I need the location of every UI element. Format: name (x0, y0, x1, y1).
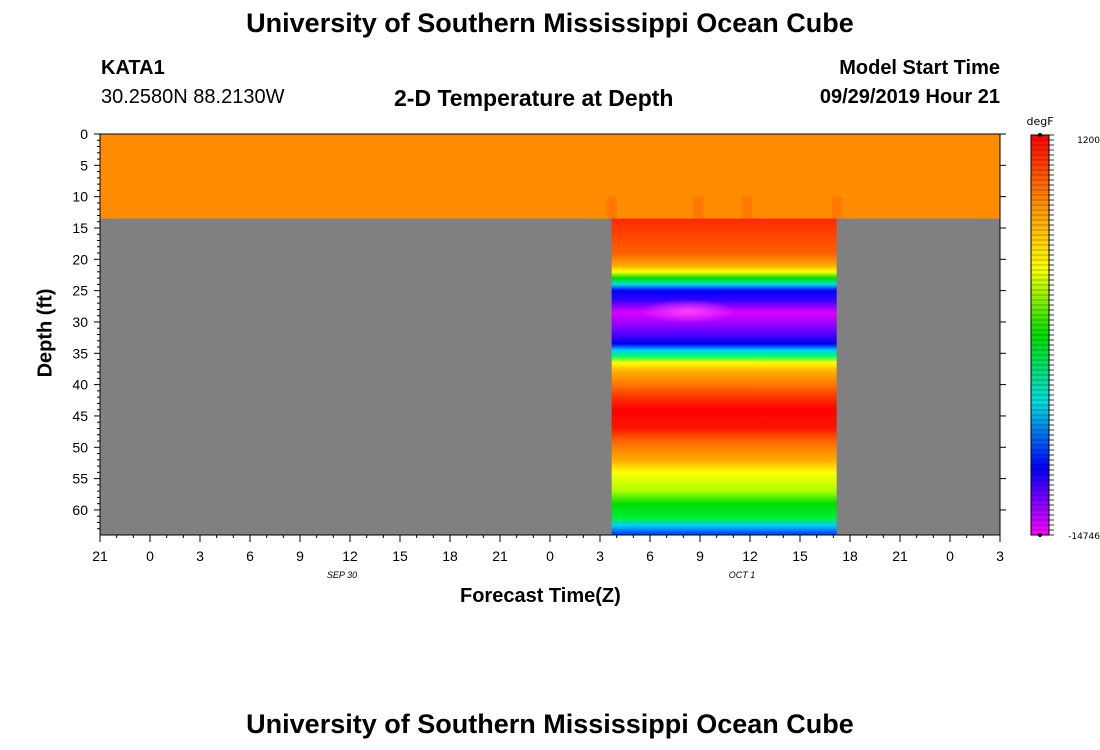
y-tick-label-11: 55 (72, 471, 88, 487)
x-tick-label-18: 3 (996, 548, 1004, 564)
surface-streak-3 (831, 196, 842, 219)
y-tick-label-8: 40 (72, 377, 88, 393)
x-tick-label-10: 3 (596, 548, 604, 564)
x-tick-label-4: 9 (296, 548, 304, 564)
surface-layer (100, 134, 1000, 219)
chart-title: 2-D Temperature at Depth (394, 85, 674, 111)
surface-streak-0 (606, 196, 617, 219)
y-tick-label-2: 10 (72, 189, 88, 205)
page-title-bottom: University of Southern Mississippi Ocean… (246, 709, 854, 739)
date-label-1: OCT 1 (729, 570, 756, 580)
x-tick-label-12: 9 (696, 548, 704, 564)
x-tick-label-3: 6 (246, 548, 254, 564)
colorbar-top-label: 1200 (1077, 136, 1100, 146)
y-axis-label: Depth (ft) (34, 288, 57, 378)
x-tick-label-6: 15 (392, 548, 408, 564)
x-tick-label-8: 21 (492, 548, 508, 564)
y-tick-label-10: 50 (72, 439, 88, 455)
colorbar-bottom-marker (1038, 533, 1042, 537)
x-tick-label-17: 0 (946, 548, 954, 564)
surface-streak-2 (741, 196, 752, 219)
station-coords: 30.2580N 88.2130W (101, 86, 285, 108)
colorbar-unit: degF (1026, 115, 1053, 128)
x-tick-label-14: 15 (792, 548, 808, 564)
surface-streak-1 (693, 196, 704, 219)
x-axis-label: Forecast Time(Z) (460, 585, 621, 607)
model-start-label: Model Start Time (839, 57, 1000, 79)
x-tick-label-1: 0 (146, 548, 154, 564)
station-id: KATA1 (101, 57, 165, 79)
y-tick-label-9: 45 (72, 408, 88, 424)
x-tick-label-2: 3 (196, 548, 204, 564)
x-tick-label-9: 0 (546, 548, 554, 564)
model-start-value: 09/29/2019 Hour 21 (819, 86, 1000, 108)
x-tick-label-7: 18 (442, 548, 458, 564)
temperature-hotspot (640, 299, 737, 324)
y-tick-label-6: 30 (72, 314, 88, 330)
y-tick-label-0: 0 (80, 126, 88, 142)
x-tick-label-16: 21 (892, 548, 908, 564)
x-tick-label-11: 6 (646, 548, 654, 564)
colorbar-top-marker (1038, 133, 1042, 137)
y-tick-label-12: 60 (72, 502, 88, 518)
y-tick-label-7: 35 (72, 345, 88, 361)
colorbar-bottom-label: -14746 (1068, 532, 1100, 542)
x-tick-label-0: 21 (92, 548, 108, 564)
page-title-top: University of Southern Mississippi Ocean… (246, 8, 854, 38)
y-tick-label-1: 5 (80, 157, 88, 173)
x-tick-label-13: 12 (742, 548, 758, 564)
y-tick-label-3: 15 (72, 220, 88, 236)
x-tick-label-15: 18 (842, 548, 858, 564)
y-tick-label-5: 25 (72, 283, 88, 299)
x-tick-label-5: 12 (342, 548, 358, 564)
temperature-profile (611, 218, 837, 535)
date-label-0: SEP 30 (327, 570, 357, 580)
y-tick-label-4: 20 (72, 251, 88, 267)
